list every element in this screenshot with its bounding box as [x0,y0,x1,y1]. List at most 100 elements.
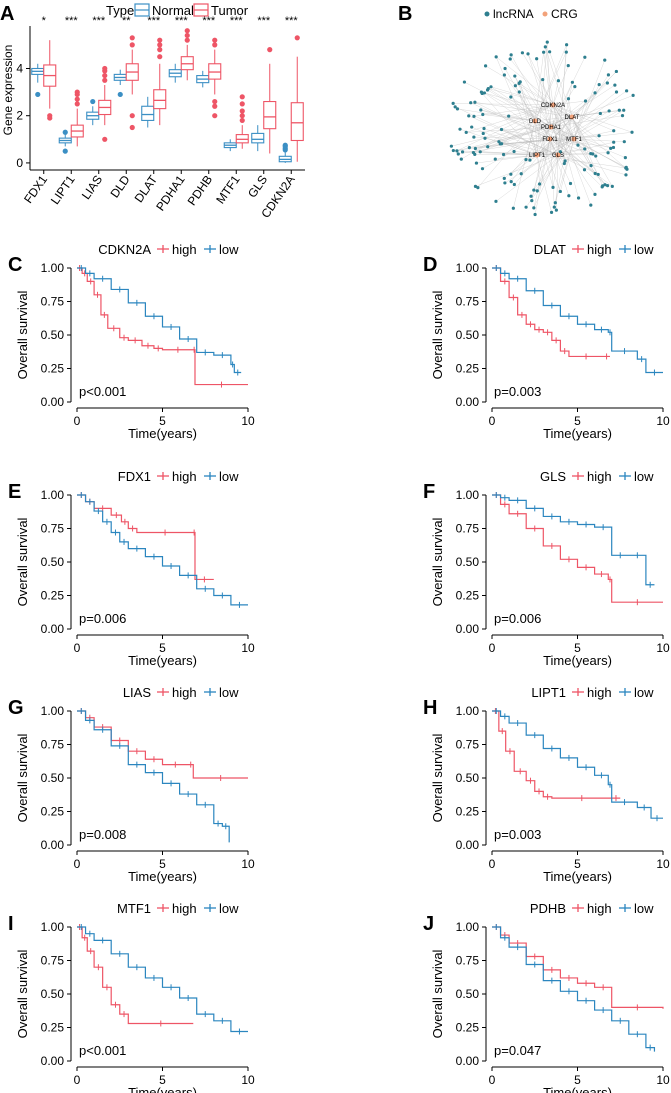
network-edge [571,116,613,187]
lncrna-node [562,161,566,166]
lncrna-node [513,74,517,78]
lncrna-node [582,168,587,172]
lncrna-node [564,50,568,54]
x-tick-label: LIPT1 [48,172,78,207]
lncrna-node [512,182,516,187]
x-tick-label: 5 [159,641,166,655]
network-edge [536,58,551,140]
outlier-tumor [184,37,190,43]
y-tick-label: 0.00 [456,1054,480,1068]
km-curve-low [492,267,663,374]
lncrna-node [469,101,473,105]
lncrna-node [554,208,558,212]
lncrna-node [473,184,478,188]
lncrna-node [503,181,507,185]
lncrna-node [460,150,465,154]
outlier-tumor [239,101,245,107]
lncrna-node [593,171,597,176]
lncrna-node [512,149,516,154]
crg-node [532,118,538,124]
crg-node [571,136,577,142]
network-edge [534,44,567,122]
network-edge [500,138,575,145]
legend-high-label: high [172,685,197,700]
outlier-tumor [212,113,218,119]
outlier-tumor [239,117,245,124]
y-tick-label: 0.50 [456,328,480,342]
lncrna-node [623,155,627,160]
network-edge [520,81,538,156]
network-edge [549,82,573,140]
network-edge [530,138,575,197]
km-panel-c: C CDKN2A high low 0.00 0.25 0.50 0.75 1.00 0 5 10 Ti… [8,242,255,441]
x-tick-label: 10 [241,641,255,655]
km-curve-low [77,267,242,374]
network-edge [543,52,559,156]
network-edge [487,89,552,128]
lncrna-node [467,114,471,118]
x-tick-label: 0 [489,641,496,655]
x-tick-label: DLD [107,172,132,200]
outlier-tumor [267,47,273,53]
km-gene-title: LIPT1 [531,685,566,700]
lncrna-node [558,150,562,154]
significance-label: * [42,15,47,27]
lncrna-node [511,206,515,210]
network-edge [536,154,626,169]
network-edge [473,136,551,140]
km-panel-f: F GLS high low 0.00 0.25 0.50 0.75 1.00 0 5 10 Time(… [423,469,670,668]
lncrna-node [530,199,534,203]
lncrna-node [517,90,521,94]
lncrna-node [486,145,490,149]
network-edge [555,138,575,203]
y-tick-label: 0.00 [456,622,480,636]
network-edge [550,126,626,158]
crg-node-label: LIPT1 [529,153,546,159]
y-tick-label: 0.75 [41,738,65,752]
crg-node [550,102,556,108]
network-edge [534,52,544,122]
lncrna-node [603,58,607,62]
lncrna-node [605,81,609,85]
lncrna-node [513,84,517,88]
lncrna-node [552,205,556,209]
network-edge [508,104,554,117]
network-edge [537,116,573,191]
lncrna-node [462,80,467,84]
km-curve-low [492,494,655,586]
panel-letter: H [423,697,437,719]
network-edge [453,150,559,156]
network-edge [475,154,559,187]
network-edge [549,138,579,146]
lncrna-node [518,80,522,84]
x-tick-label: 5 [159,857,166,871]
lncrna-node [566,97,571,101]
network-edge [549,138,570,196]
network-edge [552,104,614,131]
lncrna-node [622,140,626,144]
y-tick-label: 0.75 [456,738,480,752]
lncrna-node [472,135,476,139]
significance-label: *** [175,15,189,27]
lncrna-node [631,93,635,97]
outlier-normal [62,148,68,154]
network-edge [480,116,573,152]
crg-node-label: FDX1 [542,137,558,143]
network-edge [573,60,605,140]
y-tick-label: 0.50 [41,771,65,785]
panel-letter: G [8,697,24,719]
network-edge [571,71,617,118]
km-curve-low [492,926,656,1052]
network-edge [510,54,552,128]
outlier-tumor [74,89,80,95]
lncrna-node [568,181,573,186]
p-value: p=0.003 [494,384,541,399]
outlier-normal [62,129,68,135]
network-edge [545,46,554,106]
lncrna-node [613,83,617,87]
x-tick-label: PDHA1 [153,172,188,213]
lncrna-node [548,50,552,54]
panel-letter: J [423,913,434,935]
km-curve-high [77,494,214,581]
